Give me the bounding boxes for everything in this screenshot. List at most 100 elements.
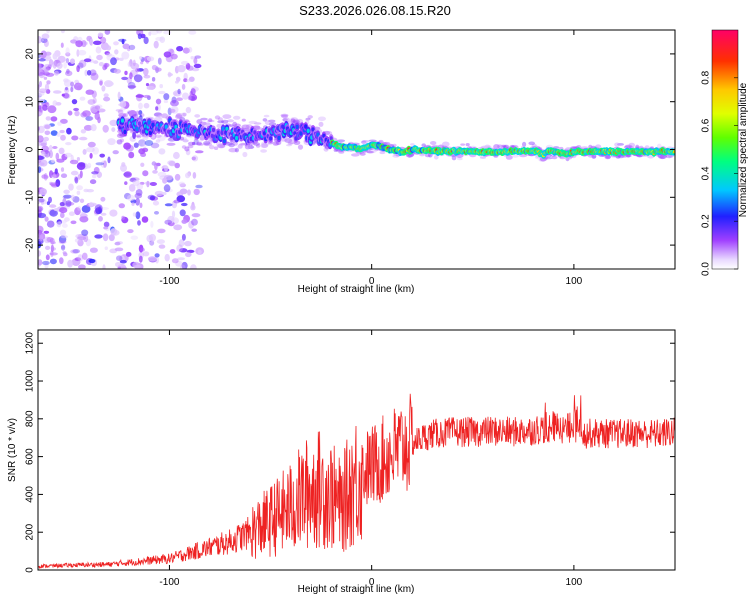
spectrogram-halo-cell bbox=[182, 112, 187, 117]
spectrogram-noise-blob bbox=[190, 204, 196, 211]
spectrogram-noise-blob bbox=[70, 249, 79, 254]
spectrogram-halo-cell bbox=[255, 144, 261, 148]
spectrogram-noise-blob bbox=[104, 246, 109, 250]
spectrogram-noise-blob bbox=[157, 228, 166, 234]
spectrogram-halo-cell bbox=[232, 141, 238, 146]
spectrogram-noise-blob bbox=[94, 105, 101, 110]
spectrogram-halo-cell bbox=[262, 118, 268, 122]
spectrogram-noise-blob bbox=[179, 209, 186, 217]
spectrogram-noise-blob bbox=[151, 77, 156, 82]
spectrogram-noise-blob bbox=[124, 181, 128, 186]
spectrogram-ridge-core bbox=[141, 129, 145, 134]
spectrogram-noise-blob bbox=[119, 57, 124, 61]
spectrogram-noise-blob bbox=[188, 30, 197, 35]
spectrogram-noise-blob bbox=[100, 36, 107, 44]
spectrogram-noise-blob bbox=[159, 84, 163, 89]
spectrogram-noise-blob bbox=[138, 255, 143, 263]
spectrogram-noise-blob bbox=[38, 250, 42, 257]
spectrogram-halo-cell bbox=[460, 143, 466, 146]
spectrogram-noise-blob bbox=[89, 116, 94, 121]
spectrogram-noise-blob bbox=[70, 194, 75, 201]
spectrogram-noise-blob bbox=[39, 188, 47, 196]
colorbar-tick-label: 0.0 bbox=[701, 262, 712, 276]
spectrogram-noise-blob bbox=[143, 94, 151, 99]
spectrogram-halo-cell bbox=[122, 113, 128, 118]
spectrogram-noise-blob bbox=[55, 179, 61, 187]
spectrogram-noise-blob bbox=[41, 33, 50, 40]
spectrogram-noise-blob bbox=[149, 233, 156, 242]
spectrogram-noise-blob bbox=[51, 174, 57, 180]
spectrogram-noise-blob bbox=[184, 240, 192, 247]
spectrogram-ridge-core bbox=[147, 120, 151, 125]
spectrogram-halo-cell bbox=[505, 155, 513, 160]
spectrogram-ridge-core bbox=[123, 129, 127, 135]
spectrogram-noise-blob bbox=[75, 40, 83, 48]
spectrogram-halo-cell bbox=[567, 156, 572, 160]
spectrogram-noise-blob bbox=[72, 249, 80, 254]
spectrogram-noise-blob bbox=[77, 254, 84, 262]
spectrogram-noise-blob bbox=[56, 158, 65, 163]
spectrogram-noise-blob bbox=[61, 244, 66, 251]
spectrogram-noise-blob bbox=[45, 245, 51, 250]
spectrogram-noise-blob bbox=[104, 51, 110, 56]
spectrogram-noise-blob bbox=[61, 93, 65, 97]
spectrogram-halo-cell bbox=[479, 156, 487, 159]
spectrogram-noise-blob bbox=[85, 238, 92, 247]
spectrogram-noise-blob bbox=[64, 152, 73, 158]
spectrogram-halo-cell bbox=[136, 135, 142, 139]
spectrogram-halo-cell bbox=[120, 107, 126, 111]
spectrogram-noise-blob bbox=[186, 79, 192, 83]
spectrogram-noise-blob bbox=[155, 36, 164, 41]
spectrogram-noise-blob bbox=[65, 47, 70, 55]
spectrogram-noise-blob bbox=[83, 58, 92, 63]
spectrogram-noise-blob bbox=[49, 237, 55, 245]
spectrogram-noise-blob bbox=[167, 215, 175, 224]
spectrogram-halo-cell bbox=[559, 146, 564, 150]
spectrogram-noise-blob bbox=[88, 258, 96, 264]
spectrogram-noise-blob bbox=[109, 119, 118, 127]
spectrogram-noise-blob bbox=[43, 136, 49, 142]
spectrogram-noise-blob bbox=[182, 139, 189, 143]
spectrogram-noise-blob bbox=[60, 167, 65, 172]
spectrogram-halo-cell bbox=[187, 141, 195, 146]
spectrogram-noise-blob bbox=[90, 72, 99, 81]
spectrogram-ridge-core bbox=[299, 131, 303, 136]
spectrogram-noise-blob bbox=[100, 212, 107, 216]
snr-ytick-label: 400 bbox=[25, 486, 36, 503]
spectrogram-halo-cell bbox=[167, 137, 176, 142]
spectrogram-noise-blob bbox=[147, 256, 157, 262]
spectrogram-halo-cell bbox=[591, 153, 597, 159]
spectrogram-noise-blob bbox=[123, 172, 132, 177]
spectrogram-halo-cell bbox=[636, 154, 644, 158]
spectrogram-halo-cell bbox=[208, 118, 213, 122]
spectrogram-noise-blob bbox=[92, 40, 102, 45]
spectrogram-noise-blob bbox=[84, 69, 88, 77]
spectrogram-halo-cell bbox=[305, 117, 311, 121]
spectrogram-noise-blob bbox=[97, 32, 103, 38]
spectrogram-halo-cell bbox=[280, 113, 289, 117]
spectrogram-noise-blob bbox=[48, 196, 52, 204]
spectrogram-halo-cell bbox=[392, 154, 400, 158]
spectrogram-noise-blob bbox=[173, 199, 181, 204]
spectrogram-noise-blob bbox=[128, 110, 137, 118]
spectrogram-noise-blob bbox=[38, 259, 43, 266]
spectrogram-noise-blob bbox=[190, 264, 197, 269]
spectrogram-noise-blob bbox=[99, 153, 105, 158]
spectrogram-noise-blob bbox=[175, 76, 181, 82]
spectrogram-noise-blob bbox=[117, 91, 121, 100]
spectrogram-ridge-core bbox=[304, 124, 308, 129]
spectrogram-noise-blob bbox=[51, 159, 55, 163]
spectrogram-halo-cell bbox=[497, 144, 503, 149]
spectrogram-halo-cell bbox=[544, 157, 553, 160]
spectrogram-noise-blob bbox=[157, 171, 167, 177]
spectrogram-noise-blob bbox=[157, 57, 162, 65]
spectrogram-noise-blob bbox=[68, 183, 74, 191]
spectrogram-noise-blob bbox=[140, 33, 146, 39]
spectrogram-noise-blob bbox=[79, 211, 87, 217]
spectrogram-noise-blob bbox=[144, 140, 154, 146]
spectrogram-halo-cell bbox=[117, 109, 124, 115]
spectrogram-noise-blob bbox=[59, 207, 68, 214]
spectrogram-noise-blob bbox=[103, 221, 110, 228]
spectrogram-noise-blob bbox=[154, 162, 158, 171]
